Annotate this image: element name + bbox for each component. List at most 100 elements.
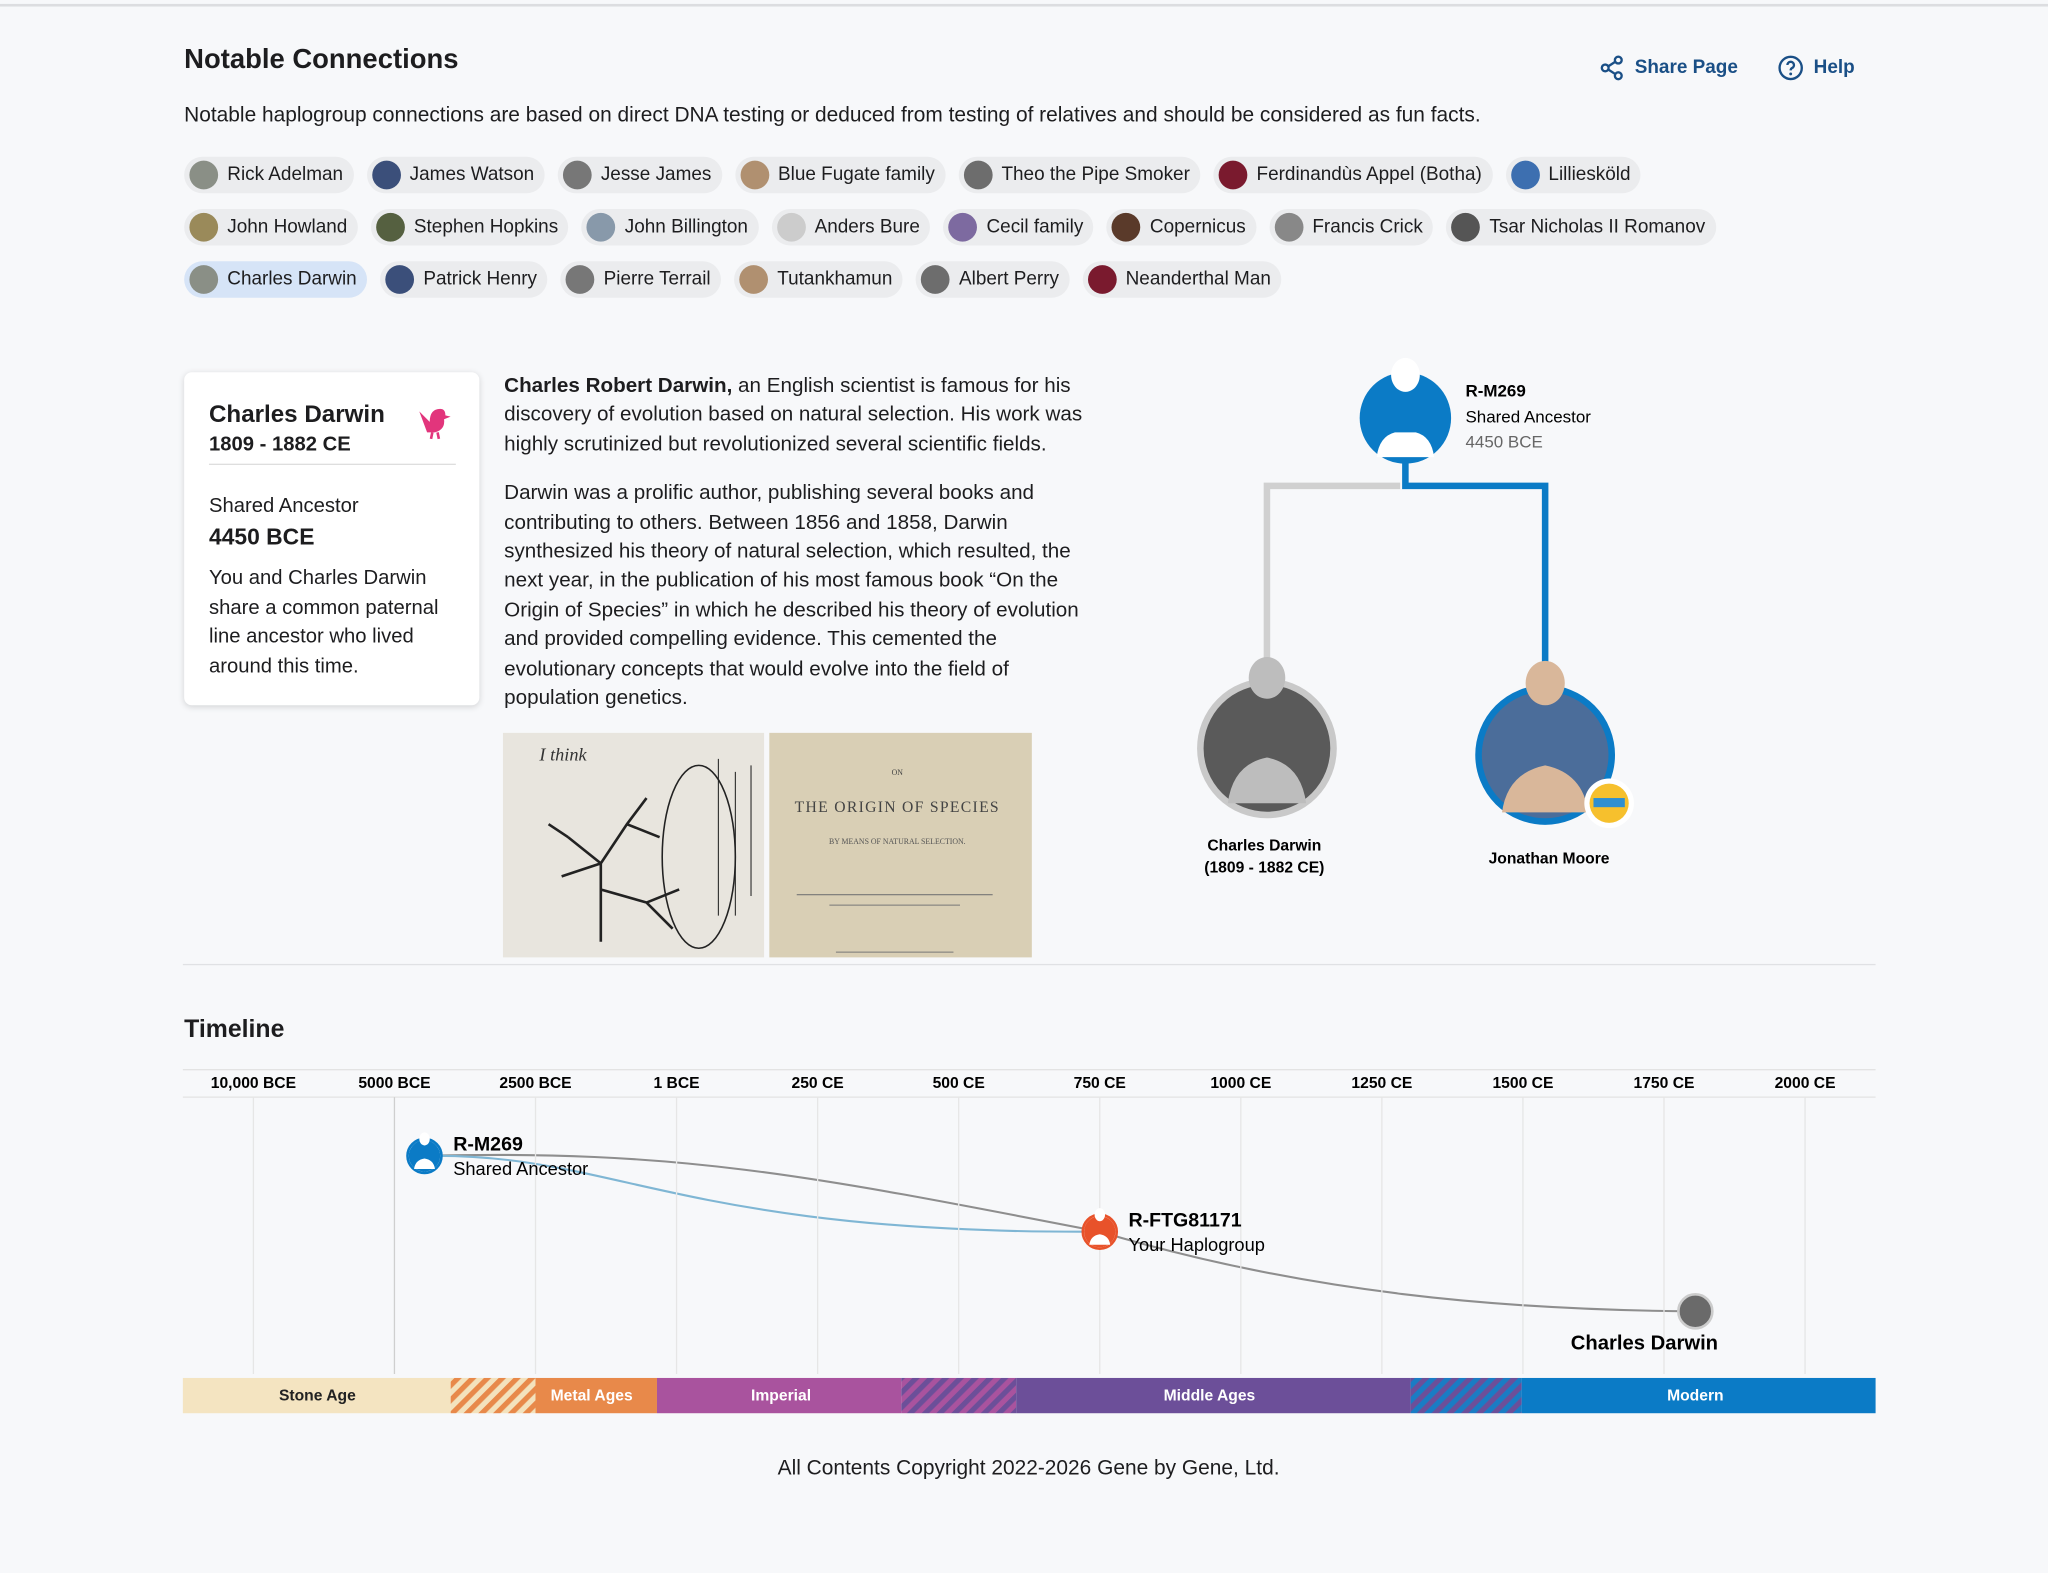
timeline: 10,000 BCE 5000 BCE 2500 BCE 1 BCE 250 CE 500… xyxy=(182,1069,1876,1414)
root-haplogroup: R-M269 xyxy=(1465,381,1525,400)
era-band xyxy=(535,1377,657,1414)
connection-chip[interactable]: Neanderthal Man xyxy=(1082,261,1282,298)
help-icon xyxy=(1777,55,1803,81)
notebook-text: I think xyxy=(538,744,587,764)
chip-label: Anders Bure xyxy=(814,216,920,238)
bio-text: an English scientist is famous for his d… xyxy=(504,374,1083,456)
era-band xyxy=(1521,1377,1876,1414)
chip-label: John Billington xyxy=(624,216,748,238)
era-transition xyxy=(450,1377,536,1414)
connection-chip[interactable]: John Billington xyxy=(581,208,759,246)
book-text: BY MEANS OF NATURAL SELECTION. xyxy=(829,837,966,846)
chip-label: Theo the Pipe Smoker xyxy=(1001,164,1190,186)
tick-label: 250 CE xyxy=(792,1075,844,1092)
footer: All Contents Copyright 2022-2026 Gene by… xyxy=(777,1457,1280,1480)
connection-chip[interactable]: Copernicus xyxy=(1106,208,1257,246)
connection-chips: Rick Adelman James Watson Jesse James Blue … xyxy=(184,156,1719,298)
chip-label: John Howland xyxy=(227,216,348,238)
chip-avatar xyxy=(189,212,219,242)
bio-lead: Charles Robert Darwin, xyxy=(504,374,733,398)
right-name: Jonathan Moore xyxy=(1489,851,1610,868)
tick-label: 1 BCE xyxy=(654,1075,700,1092)
connection-chip[interactable]: Rick Adelman xyxy=(184,156,354,194)
chip-avatar xyxy=(586,212,616,242)
connection-chip[interactable]: Lilliesköld xyxy=(1505,156,1641,194)
node-label: Charles Darwin xyxy=(1571,1332,1718,1354)
lineage-curve xyxy=(424,1154,1100,1233)
tick-label: 2000 CE xyxy=(1775,1075,1836,1092)
chip-avatar xyxy=(948,212,978,242)
bio-paragraph: Darwin was a prolific author, publishing… xyxy=(504,482,1079,710)
portrait xyxy=(1502,660,1589,813)
chip-avatar xyxy=(1218,160,1248,190)
connection-chip[interactable]: Blue Fugate family xyxy=(734,156,946,194)
connection-chip[interactable]: Cecil family xyxy=(943,208,1094,246)
connection-chip[interactable]: John Howland xyxy=(184,208,358,246)
connection-chip[interactable]: Albert Perry xyxy=(915,261,1070,298)
chip-avatar xyxy=(1451,212,1481,242)
connection-chip[interactable]: Tutankhamun xyxy=(734,261,903,298)
share-icon xyxy=(1600,55,1623,81)
card-name: Charles Darwin xyxy=(208,399,385,428)
description: Notable haplogroup connections are based… xyxy=(184,104,1481,127)
tick-label: 1500 CE xyxy=(1492,1075,1553,1092)
root-date: 4450 BCE xyxy=(1465,432,1542,451)
chip-label: Blue Fugate family xyxy=(777,164,935,186)
book-text: THE ORIGIN OF SPECIES xyxy=(795,799,1000,816)
chip-avatar xyxy=(1112,212,1141,242)
node-sub: Your Haplogroup xyxy=(1128,1234,1264,1255)
top-border xyxy=(0,3,2048,7)
chip-label: Stephen Hopkins xyxy=(413,216,559,238)
tick-label: 1250 CE xyxy=(1351,1075,1412,1092)
chip-avatar xyxy=(385,265,415,294)
connection-chip[interactable]: Pierre Terrail xyxy=(560,261,722,298)
connection-chip[interactable]: Theo the Pipe Smoker xyxy=(958,156,1201,194)
tick-label: 750 CE xyxy=(1074,1075,1126,1092)
tick-label: 1750 CE xyxy=(1634,1075,1695,1092)
actions: Share Page Help xyxy=(1598,55,1855,81)
era-label: Stone Age xyxy=(279,1387,356,1404)
info-card: Charles Darwin 1809 - 1882 CE Shared Anc… xyxy=(184,372,480,706)
connection-chip[interactable]: Jesse James xyxy=(557,156,722,194)
node-label: R-M269 xyxy=(453,1134,523,1156)
chip-label: Jesse James xyxy=(600,164,712,186)
connection-chip[interactable]: Tsar Nicholas II Romanov xyxy=(1446,208,1716,246)
tree-link xyxy=(1263,482,1401,682)
node-sub: Shared Ancestor xyxy=(453,1158,588,1179)
connection-chip[interactable]: Patrick Henry xyxy=(380,261,548,298)
chip-avatar xyxy=(189,265,219,294)
era-label: Modern xyxy=(1667,1387,1724,1404)
connection-chip[interactable]: Francis Crick xyxy=(1269,208,1434,246)
chip-avatar xyxy=(189,160,219,190)
era-transition xyxy=(1410,1377,1522,1414)
chip-avatar xyxy=(739,265,769,294)
chip-avatar xyxy=(565,265,595,294)
connection-chip[interactable]: Stephen Hopkins xyxy=(370,208,569,246)
timeline-node xyxy=(1677,1293,1714,1330)
chip-label: Lilliesköld xyxy=(1548,164,1631,186)
connection-chip[interactable]: Charles Darwin xyxy=(184,261,368,298)
left-dates: (1809 - 1882 CE) xyxy=(1204,860,1324,877)
chip-avatar xyxy=(1087,265,1117,294)
person-icon xyxy=(1089,1208,1111,1245)
notebook-image xyxy=(502,732,765,958)
card-dates: 1809 - 1882 CE xyxy=(208,433,351,456)
era-band xyxy=(1016,1377,1411,1414)
era-band xyxy=(182,1377,451,1414)
left-name: Charles Darwin xyxy=(1207,838,1321,855)
share-button[interactable]: Share Page xyxy=(1598,55,1738,81)
page-title: Notable Connections xyxy=(184,44,459,75)
node-label: R-FTG81171 xyxy=(1128,1209,1241,1231)
portrait xyxy=(1227,656,1307,804)
tree-diagram: R-M269 Shared Ancestor 4450 BCE Charles … xyxy=(1197,357,1634,877)
era-transition xyxy=(901,1377,1017,1414)
images: I think ON THE ORIGIN OF SPECIES BY MEAN… xyxy=(502,732,1032,958)
connection-chip[interactable]: James Watson xyxy=(366,156,545,194)
chip-label: Rick Adelman xyxy=(227,164,344,186)
connection-chip[interactable]: Ferdinandùs Appel (Botha) xyxy=(1213,156,1493,194)
chip-label: Neanderthal Man xyxy=(1125,269,1271,290)
connection-chip[interactable]: Anders Bure xyxy=(771,208,931,246)
help-button[interactable]: Help xyxy=(1777,55,1855,81)
